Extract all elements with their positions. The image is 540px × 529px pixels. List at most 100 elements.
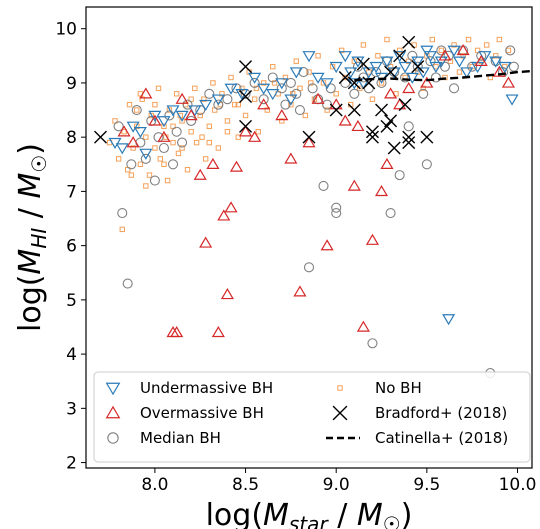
data-point: [451, 42, 457, 48]
data-point: [143, 183, 149, 189]
data-point: [331, 202, 342, 213]
data-point: [193, 139, 200, 146]
data-point: [347, 103, 361, 117]
x-axis-title: log(Mstar / M☉): [206, 498, 413, 529]
data-point: [393, 51, 407, 63]
y-tick-label: 4: [66, 345, 77, 365]
data-point: [115, 156, 122, 162]
data-point: [161, 161, 167, 167]
data-point: [423, 51, 438, 63]
data-point: [173, 91, 180, 97]
data-point: [460, 53, 466, 59]
data-point: [447, 45, 461, 57]
catinella-line: [354, 69, 533, 82]
data-point: [135, 137, 146, 148]
legend-label: No BH: [375, 379, 422, 397]
data-point: [367, 338, 378, 349]
data-point: [501, 76, 515, 88]
data-point: [267, 72, 278, 83]
data-point: [483, 42, 490, 48]
data-point: [204, 88, 215, 99]
data-point: [108, 137, 122, 149]
data-point: [293, 285, 307, 297]
data-point: [275, 78, 289, 90]
y-tick-label: 8: [66, 128, 77, 148]
data-point: [369, 61, 383, 74]
legend-label: Overmassive BH: [140, 404, 264, 422]
data-point: [131, 104, 142, 116]
data-point: [380, 119, 394, 133]
data-point: [347, 179, 361, 191]
data-point: [356, 320, 370, 332]
data-point: [249, 77, 260, 88]
data-point: [303, 262, 315, 273]
data-point: [139, 148, 153, 160]
chart-marks: [94, 35, 533, 379]
data-point: [493, 53, 499, 59]
y-tick-label: 3: [66, 399, 77, 419]
y-tick-label: 10: [55, 20, 77, 40]
data-point: [285, 77, 296, 88]
data-point: [119, 226, 125, 233]
legend-marker: [105, 382, 121, 396]
data-point: [344, 67, 358, 79]
y-tick-label: 6: [66, 237, 77, 257]
data-point: [375, 103, 389, 117]
data-point: [369, 96, 376, 102]
data-point: [329, 63, 336, 70]
data-point: [228, 74, 234, 81]
data-point: [384, 87, 398, 99]
data-point: [492, 65, 506, 77]
data-point: [170, 139, 176, 146]
data-point: [152, 101, 158, 108]
data-point: [167, 159, 179, 170]
data-point: [284, 94, 298, 106]
data-point: [140, 153, 151, 164]
data-point: [239, 89, 253, 103]
data-point: [206, 157, 220, 170]
data-point: [302, 136, 316, 148]
data-point: [224, 129, 231, 135]
data-point: [420, 130, 434, 144]
data-point: [235, 89, 249, 101]
data-point: [307, 83, 318, 94]
data-point: [412, 61, 423, 72]
data-point: [220, 288, 234, 300]
data-point: [257, 83, 271, 95]
data-point: [242, 112, 249, 119]
legend-marker: [107, 432, 119, 444]
data-point: [478, 58, 484, 64]
data-point: [224, 201, 238, 213]
data-point: [276, 83, 287, 94]
data-point: [152, 145, 158, 151]
data-point: [420, 76, 434, 88]
data-point: [402, 130, 416, 144]
data-point: [148, 110, 162, 122]
data-point: [171, 126, 182, 137]
data-point: [126, 101, 133, 108]
data-point: [411, 60, 425, 74]
data-point: [260, 80, 267, 86]
x-tick-label: 9.0: [323, 475, 350, 495]
data-point: [352, 61, 364, 72]
data-point: [306, 69, 312, 75]
data-point: [186, 115, 197, 126]
data-point: [133, 127, 147, 139]
data-point: [508, 61, 519, 72]
data-point: [329, 103, 343, 117]
data-point: [206, 123, 212, 130]
data-point: [215, 145, 222, 151]
data-point: [420, 85, 426, 92]
data-point: [257, 98, 271, 110]
data-point: [199, 99, 213, 112]
legend-label: Median BH: [140, 429, 221, 447]
y-tick-label: 2: [66, 454, 77, 474]
data-point: [496, 36, 503, 43]
data-point: [155, 85, 162, 92]
series-no-bh: [106, 36, 512, 233]
data-point: [157, 116, 171, 128]
data-point: [302, 130, 316, 144]
data-point: [255, 129, 261, 135]
data-point: [148, 114, 162, 126]
legend-item: Undermassive BH: [105, 379, 273, 397]
